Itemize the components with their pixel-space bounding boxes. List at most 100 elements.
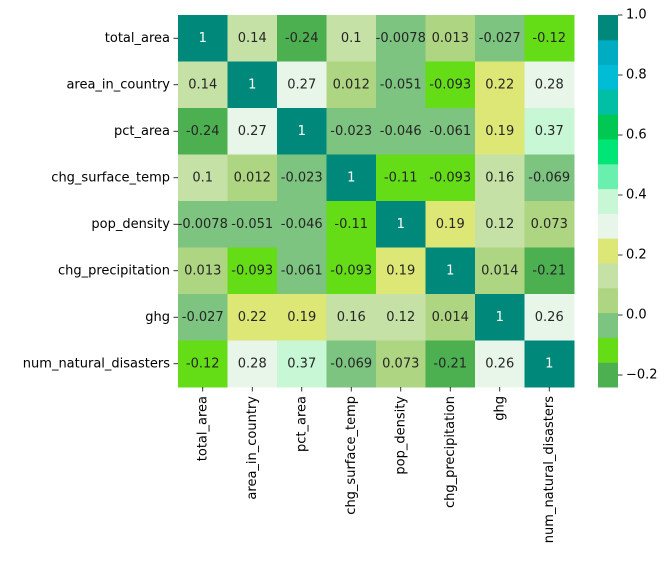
y-tick-label-chg_precipitation: chg_precipitation: [58, 263, 170, 278]
cell-annotation-r5-c2: -0.061: [281, 263, 323, 278]
heatmap-cell-r4-c4: [376, 201, 426, 248]
cell-annotation-r6-c1: 0.22: [238, 310, 267, 325]
colorbar-tick-label: 0.4: [626, 188, 647, 203]
cell-annotation-r6-c0: -0.027: [182, 310, 224, 325]
heatmap-cell-r6-c3: [326, 294, 377, 341]
cell-annotation-r5-c0: 0.013: [184, 263, 221, 278]
cell-annotation-r0-c7: -0.12: [532, 31, 566, 46]
cell-annotation-r0-c5: 0.013: [432, 31, 469, 46]
cell-annotation-r2-c1: 0.27: [238, 124, 267, 139]
cell-annotation-r1-c5: -0.093: [429, 77, 471, 92]
cell-annotation-r3-c2: -0.023: [281, 170, 323, 185]
cell-annotations: 1 0.14 -0.24 0.1 -0.0078 0.013 -0.027 -0.12 0.14…: [178, 31, 571, 372]
heatmap-cell-r7-c1: [227, 340, 278, 388]
heatmap-cell-r3-c6: [475, 154, 525, 202]
colorbar-segment: [598, 89, 618, 115]
cell-annotation-r4-c1: -0.051: [231, 217, 273, 232]
cell-annotation-r3-c1: 0.012: [234, 170, 271, 185]
heatmap-cell-r1-c6: [475, 61, 525, 109]
heatmap-cell-r6-c6: [475, 294, 525, 341]
cell-annotation-r1-c6: 0.22: [485, 77, 514, 92]
heatmap-cell-r2-c7: [524, 108, 575, 155]
cell-annotation-r0-c4: -0.0078: [376, 31, 426, 46]
heatmap-cell-r5-c3: [326, 247, 377, 295]
heatmap-cell-r6-c2: [277, 294, 327, 341]
colorbar-tick-label: 0.0: [626, 308, 647, 323]
heatmap-cells: [178, 15, 575, 388]
heatmap-cell-r0-c7: [524, 15, 575, 62]
heatmap-cell-r3-c4: [376, 154, 426, 202]
heatmap-cell-r0-c0: [178, 15, 228, 62]
cell-annotation-r1-c7: 0.28: [535, 77, 564, 92]
y-axis: total_area area_in_country pct_area chg_sur…: [23, 31, 178, 371]
heatmap-cell-r1-c5: [425, 61, 476, 109]
cell-annotation-r4-c7: 0.073: [531, 217, 568, 232]
heatmap-cell-r4-c7: [524, 201, 575, 248]
heatmap-cell-r5-c6: [475, 247, 525, 295]
x-axis: total_area area_in_country pct_area chg_sur…: [195, 387, 557, 543]
cell-annotation-r2-c4: -0.046: [380, 124, 422, 139]
heatmap-cell-r1-c0: [178, 61, 228, 109]
cell-annotation-r4-c2: -0.046: [281, 217, 323, 232]
cell-annotation-r0-c0: 1: [199, 31, 207, 46]
colorbar-segment: [598, 39, 618, 66]
colorbar-segment: [598, 15, 618, 41]
cell-annotation-r5-c1: -0.093: [231, 263, 273, 278]
heatmap-cell-r2-c5: [425, 108, 476, 155]
cell-annotation-r3-c0: 0.1: [192, 170, 213, 185]
cell-annotation-r6-c5: 0.014: [432, 310, 469, 325]
heatmap-cell-r4-c3: [326, 201, 377, 248]
heatmap-cell-r4-c5: [425, 201, 476, 248]
heatmap-cell-r6-c0: [178, 294, 228, 341]
heatmap-cell-r1-c1: [227, 61, 278, 109]
heatmap-cell-r4-c1: [227, 201, 278, 248]
heatmap-cell-r7-c2: [277, 340, 327, 388]
heatmap-cell-r7-c5: [425, 340, 476, 388]
colorbar-segment: [598, 238, 618, 264]
cell-annotation-r7-c5: -0.21: [433, 356, 467, 371]
colorbar-segment: [598, 337, 618, 363]
x-tick-label-chg_surface_temp: chg_surface_temp: [344, 396, 359, 515]
heatmap-cell-r5-c5: [425, 247, 476, 295]
heatmap-cell-r1-c3: [326, 61, 377, 109]
y-tick-label-total_area: total_area: [105, 31, 170, 46]
heatmap-cell-r7-c7: [524, 340, 575, 388]
heatmap-cell-r3-c1: [227, 154, 278, 202]
heatmap-cell-r2-c4: [376, 108, 426, 155]
cell-annotation-r2-c3: -0.023: [330, 124, 372, 139]
colorbar-segment: [598, 287, 618, 314]
cell-annotation-r3-c4: -0.11: [384, 170, 418, 185]
cell-annotation-r4-c0: -0.0078: [178, 217, 228, 232]
cell-annotation-r0-c3: 0.1: [341, 31, 362, 46]
heatmap-cell-r0-c5: [425, 15, 476, 62]
heatmap-cell-r0-c1: [227, 15, 278, 62]
heatmap-cell-r5-c0: [178, 247, 228, 295]
x-tick-label-pop_density: pop_density: [393, 396, 408, 475]
colorbar-segment: [598, 114, 618, 140]
cell-annotation-r3-c3: 1: [347, 170, 355, 185]
cell-annotation-r2-c5: -0.061: [429, 124, 471, 139]
cell-annotation-r1-c1: 1: [248, 77, 256, 92]
x-tick-label-chg_precipitation: chg_precipitation: [443, 396, 458, 508]
heatmap-cell-r2-c1: [227, 108, 278, 155]
x-tick-label-total_area: total_area: [195, 396, 210, 461]
cell-annotation-r5-c3: -0.093: [330, 263, 372, 278]
cell-annotation-r0-c2: -0.24: [285, 31, 319, 46]
heatmap-cell-r3-c5: [425, 154, 476, 202]
heatmap-cell-r0-c4: [376, 15, 426, 62]
heatmap-cell-r1-c4: [376, 61, 426, 109]
colorbar-tick-label: 0.2: [626, 248, 647, 263]
colorbar-segment: [598, 213, 618, 239]
colorbar: −0.2 0.0 0.2 0.4 0.6 0.8 1.0: [598, 8, 658, 388]
cell-annotation-r2-c7: 0.37: [535, 124, 564, 139]
heatmap-cell-r7-c6: [475, 340, 525, 388]
cell-annotation-r5-c6: 0.014: [481, 263, 518, 278]
cell-annotation-r6-c6: 1: [496, 310, 504, 325]
heatmap-cell-r1-c2: [277, 61, 327, 109]
cell-annotation-r6-c4: 0.12: [386, 310, 415, 325]
colorbar-tick-label: 0.6: [626, 128, 647, 143]
cell-annotation-r5-c5: 1: [446, 263, 454, 278]
x-tick-label-ghg: ghg: [492, 396, 507, 421]
heatmap-cell-r5-c4: [376, 247, 426, 295]
